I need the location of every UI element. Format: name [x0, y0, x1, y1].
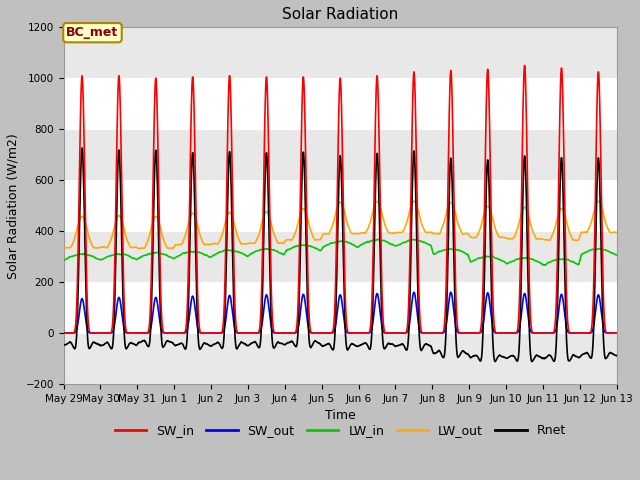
SW_out	[613, 330, 621, 336]
Line: SW_out: SW_out	[63, 292, 617, 333]
Bar	[63, 333, 617, 384]
LW_out	[135, 246, 143, 252]
LW_in	[540, 263, 548, 268]
Bar	[63, 129, 617, 180]
SW_out	[60, 330, 67, 336]
LW_in	[434, 250, 442, 255]
SW_in	[613, 330, 621, 336]
Rnet	[495, 352, 503, 358]
LW_in	[159, 252, 167, 257]
Rnet	[613, 353, 621, 359]
LW_in	[495, 257, 503, 263]
SW_out	[612, 330, 620, 336]
SW_in	[521, 62, 529, 68]
Rnet	[434, 349, 442, 355]
Rnet	[464, 351, 472, 357]
SW_out	[159, 330, 167, 336]
LW_out	[495, 234, 503, 240]
SW_out	[495, 330, 503, 336]
SW_out	[410, 289, 418, 295]
LW_out	[464, 231, 472, 237]
SW_out	[319, 330, 327, 336]
Bar	[63, 27, 617, 78]
Rnet	[528, 359, 536, 364]
SW_in	[464, 330, 472, 336]
Y-axis label: Solar Radiation (W/m2): Solar Radiation (W/m2)	[7, 133, 20, 278]
LW_in	[374, 237, 382, 242]
LW_in	[613, 252, 621, 258]
Title: Solar Radiation: Solar Radiation	[282, 7, 398, 22]
Line: LW_out: LW_out	[63, 201, 617, 249]
SW_out	[434, 330, 442, 336]
SW_in	[495, 330, 503, 336]
LW_out	[434, 231, 442, 237]
SW_in	[433, 330, 441, 336]
Rnet	[320, 343, 328, 349]
Legend: SW_in, SW_out, LW_in, LW_out, Rnet: SW_in, SW_out, LW_in, LW_out, Rnet	[109, 419, 571, 442]
Rnet	[78, 145, 86, 151]
Rnet	[612, 353, 620, 359]
SW_in	[159, 328, 167, 334]
Line: SW_in: SW_in	[63, 65, 617, 333]
Bar	[63, 231, 617, 282]
LW_out	[613, 229, 621, 235]
LW_in	[464, 252, 472, 258]
Line: Rnet: Rnet	[63, 148, 617, 361]
LW_out	[320, 231, 328, 237]
SW_in	[319, 330, 327, 336]
Rnet	[159, 345, 167, 350]
X-axis label: Time: Time	[324, 409, 355, 422]
LW_out	[612, 229, 620, 235]
LW_out	[159, 235, 167, 241]
LW_in	[612, 252, 620, 258]
Rnet	[60, 342, 67, 348]
SW_in	[612, 330, 620, 336]
LW_out	[595, 198, 602, 204]
SW_in	[60, 330, 67, 336]
LW_out	[60, 245, 67, 251]
Line: LW_in: LW_in	[63, 240, 617, 265]
SW_out	[464, 330, 472, 336]
LW_in	[60, 257, 67, 263]
LW_in	[319, 244, 327, 250]
Text: BC_met: BC_met	[67, 26, 118, 39]
